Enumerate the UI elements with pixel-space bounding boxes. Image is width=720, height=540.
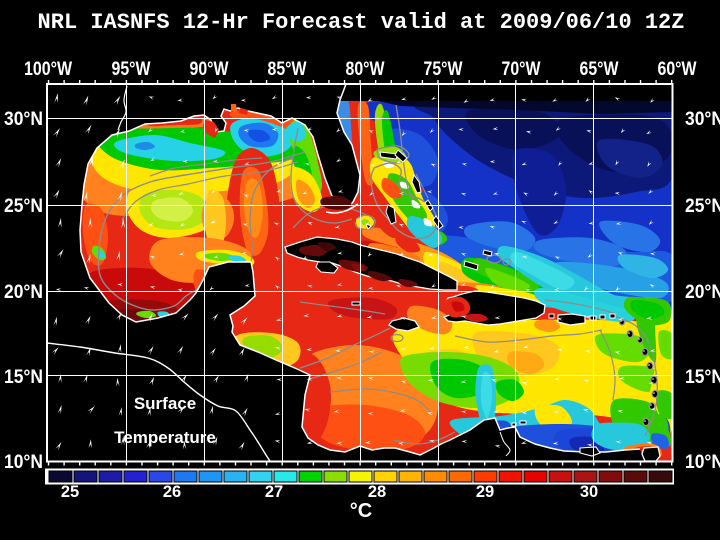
- svg-text:29: 29: [476, 483, 494, 501]
- svg-text:85°W: 85°W: [268, 59, 307, 80]
- svg-text:90°W: 90°W: [190, 59, 229, 80]
- svg-text:28: 28: [368, 483, 386, 501]
- svg-text:20°N: 20°N: [685, 282, 720, 303]
- svg-text:27: 27: [265, 483, 283, 501]
- svg-text:100°W: 100°W: [24, 59, 72, 80]
- svg-text:15°N: 15°N: [4, 367, 43, 388]
- svg-text:65°W: 65°W: [580, 59, 619, 80]
- svg-text:26: 26: [163, 483, 181, 501]
- svg-text:Temperature: Temperature: [114, 428, 216, 447]
- svg-text:30°N: 30°N: [685, 109, 720, 130]
- svg-text:70°W: 70°W: [502, 59, 541, 80]
- svg-text:10°N: 10°N: [4, 452, 43, 473]
- svg-text:NRL IASNFS 12-Hr Forecast val: NRL IASNFS 12-Hr Forecast valid at 2009/…: [38, 10, 685, 35]
- svg-text:25°N: 25°N: [4, 196, 43, 217]
- svg-text:20°N: 20°N: [4, 282, 43, 303]
- svg-text:30°N: 30°N: [4, 109, 43, 130]
- svg-text:15°N: 15°N: [685, 367, 720, 388]
- svg-text:°C: °C: [350, 500, 372, 522]
- svg-text:95°W: 95°W: [112, 59, 151, 80]
- svg-text:30: 30: [580, 483, 598, 501]
- svg-text:Surface: Surface: [134, 394, 196, 413]
- svg-text:25°N: 25°N: [685, 196, 720, 217]
- svg-text:75°W: 75°W: [424, 59, 463, 80]
- svg-text:80°W: 80°W: [346, 59, 385, 80]
- svg-text:60°W: 60°W: [658, 59, 697, 80]
- svg-text:10°N: 10°N: [685, 452, 720, 473]
- svg-text:25: 25: [61, 483, 79, 501]
